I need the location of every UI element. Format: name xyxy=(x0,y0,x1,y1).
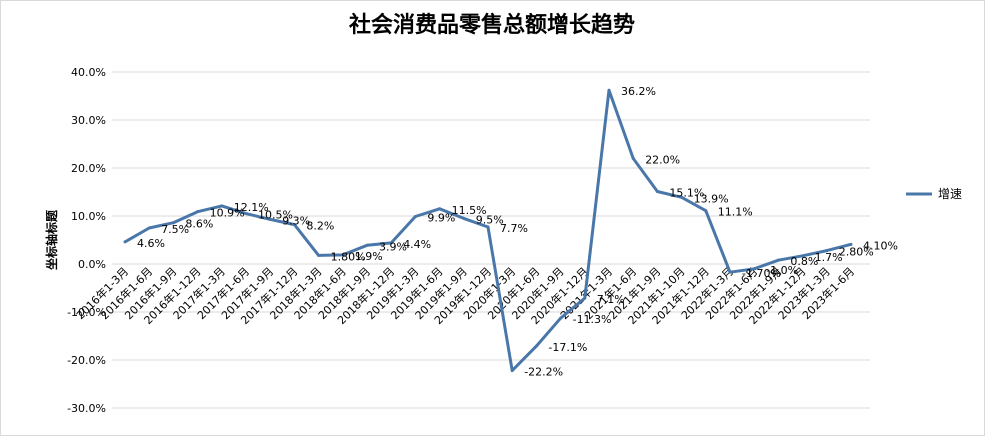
data-point xyxy=(752,267,756,271)
y-tick-label: 10.0% xyxy=(71,210,106,223)
data-point xyxy=(680,195,684,199)
data-point xyxy=(486,225,490,229)
data-label: 4.4% xyxy=(403,238,431,251)
data-point xyxy=(849,242,853,246)
data-point xyxy=(655,190,659,194)
legend-label: 增速 xyxy=(938,187,962,201)
data-point xyxy=(534,344,538,348)
data-point xyxy=(268,217,272,221)
data-point xyxy=(825,249,829,253)
data-point xyxy=(123,240,127,244)
data-label: -22.2% xyxy=(524,366,563,379)
series-lines xyxy=(123,88,853,373)
data-point xyxy=(776,258,780,262)
data-label: -17.1% xyxy=(548,341,587,354)
data-label: 9.9% xyxy=(427,211,455,224)
data-label: 4.6% xyxy=(137,237,165,250)
data-point xyxy=(801,254,805,258)
data-label: 7.5% xyxy=(161,223,189,236)
data-point xyxy=(728,270,732,274)
y-tick-label: -30.0% xyxy=(67,402,106,415)
y-tick-label: 30.0% xyxy=(71,114,106,127)
data-point xyxy=(413,214,417,218)
data-point xyxy=(631,156,635,160)
y-tick-label: 20.0% xyxy=(71,162,106,175)
data-label: 4.10% xyxy=(863,239,898,252)
data-label: 7.7% xyxy=(500,222,528,235)
x-axis-ticks: 2016年1-3月2016年1-6月2016年1-9月2016年1-12月201… xyxy=(73,264,857,327)
data-label: 1.80% xyxy=(331,250,366,263)
data-label: 0.8% xyxy=(790,255,818,268)
data-label: 9.5% xyxy=(476,213,504,226)
data-label: 36.2% xyxy=(621,85,656,98)
data-label: 10.5% xyxy=(258,209,293,222)
data-label: 11.5% xyxy=(452,204,487,217)
legend: 增速 xyxy=(906,187,962,201)
data-point xyxy=(462,216,466,220)
y-tick-label: 40.0% xyxy=(71,66,106,79)
data-label: 2.80% xyxy=(839,246,874,259)
data-point xyxy=(510,369,514,373)
y-axis-ticks: 40.0% 30.0% 20.0% 10.0% 0.0% -10.0% -20.0% -30.… xyxy=(67,66,106,415)
data-label: 11.1% xyxy=(718,206,753,219)
data-label: 9.3% xyxy=(282,214,310,227)
data-point xyxy=(365,243,369,247)
data-label: -11.3% xyxy=(573,313,612,326)
gridlines xyxy=(112,71,870,409)
data-label: 22.0% xyxy=(645,153,680,166)
data-point xyxy=(147,226,151,230)
chart-title: 社会消费品零售总额增长趋势 xyxy=(349,12,635,38)
data-point xyxy=(220,204,224,208)
data-point xyxy=(389,241,393,245)
y-tick-label: 0.0% xyxy=(78,258,106,271)
data-label: -1.70% xyxy=(742,267,781,280)
data-point xyxy=(559,316,563,320)
data-point xyxy=(292,223,296,227)
data-labels: 4.6%7.5%8.6%10.9%12.1%10.5%9.3%8.2% 1.80%… xyxy=(137,85,898,378)
data-label: -1.0% xyxy=(766,264,798,277)
data-label: 15.1% xyxy=(669,187,704,200)
data-label: 1.9% xyxy=(355,250,383,263)
data-label: 8.6% xyxy=(185,218,213,231)
data-point xyxy=(317,253,321,257)
data-point xyxy=(244,212,248,216)
y-tick-label: -20.0% xyxy=(67,354,106,367)
data-label: 10.9% xyxy=(210,207,245,220)
data-point xyxy=(196,210,200,214)
series-line-0 xyxy=(124,88,852,373)
data-label: 13.9% xyxy=(694,192,729,205)
data-label: 7.1% xyxy=(597,293,625,306)
data-point xyxy=(607,88,611,92)
data-point xyxy=(171,221,175,225)
y-axis-title: 坐标轴标题 xyxy=(44,209,59,270)
data-label: 12.1% xyxy=(234,201,269,214)
data-point xyxy=(704,209,708,213)
data-point xyxy=(341,253,345,257)
data-label: 3.9% xyxy=(379,240,407,253)
data-label: 8.2% xyxy=(306,220,334,233)
data-point xyxy=(583,296,587,300)
data-label: 1.7% xyxy=(815,251,843,264)
y-tick-label: -10.0% xyxy=(67,306,106,319)
data-point xyxy=(438,207,442,211)
